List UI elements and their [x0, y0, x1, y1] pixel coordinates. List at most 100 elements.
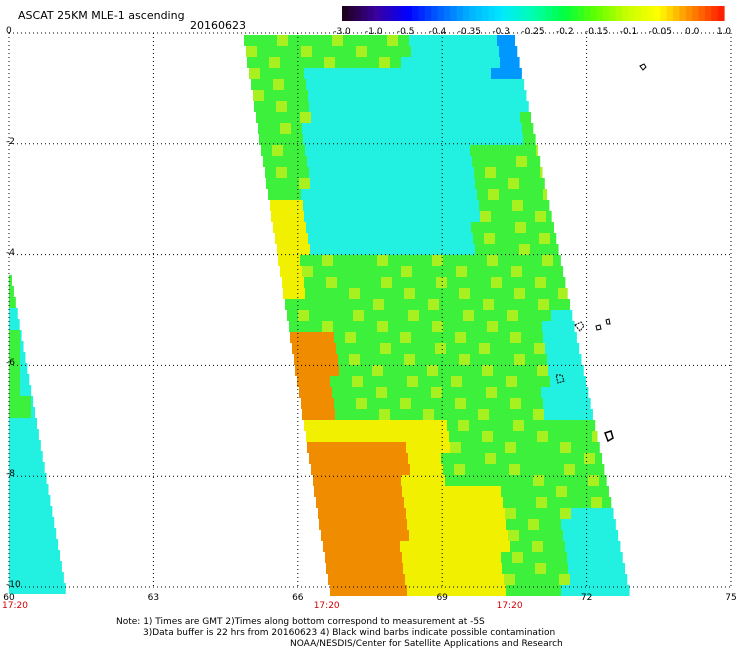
- swath-cell: [433, 332, 444, 343]
- swath-cell: [429, 233, 440, 244]
- swath-cell: [345, 398, 356, 409]
- swath-cell: [442, 530, 453, 541]
- swath-cell: [604, 508, 614, 519]
- swath-cell: [322, 255, 333, 266]
- swath-cell: [338, 145, 349, 156]
- swath-cell: [402, 134, 413, 145]
- swath-cell: [552, 244, 559, 255]
- swath-cell: [291, 123, 302, 134]
- swath-cell: [501, 134, 512, 145]
- swath-cell: [503, 497, 514, 508]
- swath-cell: [418, 585, 429, 596]
- swath-cell: [498, 321, 509, 332]
- swath-cell: [421, 321, 432, 332]
- swath-cell: [353, 101, 364, 112]
- swath-cell: [383, 79, 394, 90]
- swath-cell: [345, 332, 356, 343]
- swath-cell: [300, 112, 311, 123]
- swath-cell: [341, 376, 352, 387]
- swath-cell: [555, 409, 566, 420]
- swath-cell: [482, 574, 493, 585]
- swath-cell: [444, 332, 455, 343]
- colorbar-tick-label: -0.5: [396, 27, 415, 37]
- swath-cell: [362, 508, 373, 519]
- swath-cell: [467, 475, 478, 486]
- swath-cell: [375, 101, 386, 112]
- swath-cell: [20, 539, 31, 550]
- colorbar-segment: [424, 6, 432, 21]
- swath-cell: [414, 211, 425, 222]
- swath-cell: [407, 519, 418, 530]
- swath-cell: [409, 178, 420, 189]
- swath-cell: [516, 442, 527, 453]
- swath-cell: [368, 123, 379, 134]
- swath-cell: [396, 376, 407, 387]
- swath-cell: [376, 244, 387, 255]
- longitude-label: 60: [3, 593, 15, 603]
- swath-cell: [253, 90, 264, 101]
- swath-cell: [31, 572, 42, 583]
- swath-cell: [415, 145, 426, 156]
- swath-cell: [480, 211, 491, 222]
- swath-cell: [564, 464, 575, 475]
- swath-cell: [342, 167, 353, 178]
- swath-cell: [324, 57, 335, 68]
- swath-cell: [511, 475, 522, 486]
- swath-cell: [470, 354, 481, 365]
- swath-cell: [488, 189, 499, 200]
- swath-cell: [494, 442, 505, 453]
- swath-cell: [9, 572, 20, 583]
- swath-cell: [342, 101, 353, 112]
- swath-cell: [338, 354, 349, 365]
- swath-cell: [462, 585, 473, 596]
- swath-cell: [334, 541, 345, 552]
- swath-cell: [391, 552, 402, 563]
- swath-cell: [351, 508, 362, 519]
- swath-cell: [462, 233, 473, 244]
- swath-cell: [464, 387, 475, 398]
- swath-cell: [530, 244, 541, 255]
- swath-cell: [397, 310, 408, 321]
- swath-cell: [398, 35, 409, 46]
- swath-cell: [593, 442, 600, 453]
- swath-cell: [20, 583, 31, 594]
- swath-cell: [513, 563, 524, 574]
- swath-cell: [504, 222, 515, 233]
- swath-cell: [511, 266, 522, 277]
- pass-time-label: 17:20: [496, 601, 523, 611]
- swath-cell: [389, 189, 400, 200]
- swath-cell: [286, 90, 297, 101]
- island-outline: [605, 318, 611, 325]
- swath-cell: [590, 563, 601, 574]
- swath-cell: [540, 453, 551, 464]
- swath-cell: [309, 453, 320, 464]
- swath-cell: [429, 90, 440, 101]
- swath-cell: [454, 112, 465, 123]
- swath-cell: [468, 134, 479, 145]
- swath-cell: [434, 409, 445, 420]
- swath-cell: [421, 255, 432, 266]
- swath-cell: [281, 134, 292, 145]
- swath-cell: [541, 387, 552, 398]
- product-date: 20160623: [190, 19, 246, 32]
- swath-cell: [380, 200, 391, 211]
- swath-cell: [466, 398, 477, 409]
- colorbar-segment: [628, 6, 636, 21]
- swath-cell: [549, 508, 560, 519]
- swath-cell: [42, 473, 47, 484]
- footer-credit: NOAA/NESDIS/Center for Satellite Applica…: [290, 639, 563, 649]
- swath-cell: [523, 552, 534, 563]
- colorbar-segment: [462, 6, 470, 21]
- swath-cell: [332, 178, 343, 189]
- swath-cell: [483, 156, 494, 167]
- swath-cell: [545, 200, 550, 211]
- swath-cell: [53, 528, 57, 539]
- swath-cell: [329, 299, 340, 310]
- swath-cell: [353, 167, 364, 178]
- swath-cell: [355, 321, 366, 332]
- swath-cell: [448, 145, 459, 156]
- colorbar-segment: [373, 6, 381, 21]
- longitude-label: 69: [436, 593, 448, 603]
- swath-cell: [468, 552, 479, 563]
- swath-cell: [526, 431, 537, 442]
